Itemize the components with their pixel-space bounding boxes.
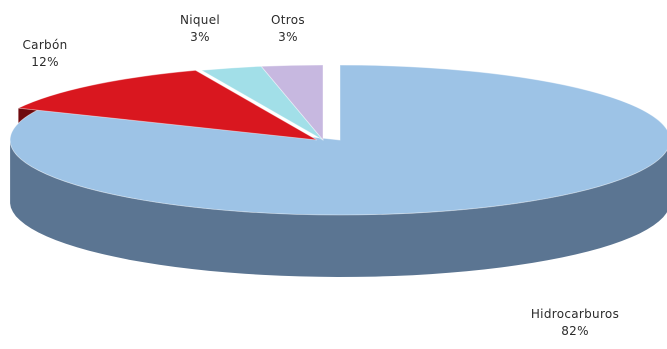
pie-slice-side-hidrocarburos: [10, 141, 667, 277]
slice-label-otros: Otros 3%: [256, 12, 320, 46]
slice-label-niquel: Niquel 3%: [168, 12, 232, 46]
slice-name-hidrocarburos: Hidrocarburos: [530, 307, 620, 321]
slice-label-carbon: Carbón 12%: [0, 37, 90, 71]
pie-slice-hidrocarburos: [9, 64, 667, 216]
slice-name-carbon: Carbón: [22, 38, 68, 52]
slice-value-carbon: 12%: [31, 55, 59, 69]
pie-slice-otros: [260, 64, 324, 142]
slice-value-hidrocarburos: 82%: [561, 324, 589, 338]
slice-label-hidrocarburos: Hidrocarburos 82%: [500, 306, 650, 340]
slice-name-niquel: Niquel: [179, 13, 221, 27]
slice-value-otros: 3%: [278, 30, 298, 44]
pie-slice-carbon: [16, 69, 318, 141]
slice-name-otros: Otros: [271, 13, 305, 27]
slice-value-niquel: 3%: [190, 30, 210, 44]
